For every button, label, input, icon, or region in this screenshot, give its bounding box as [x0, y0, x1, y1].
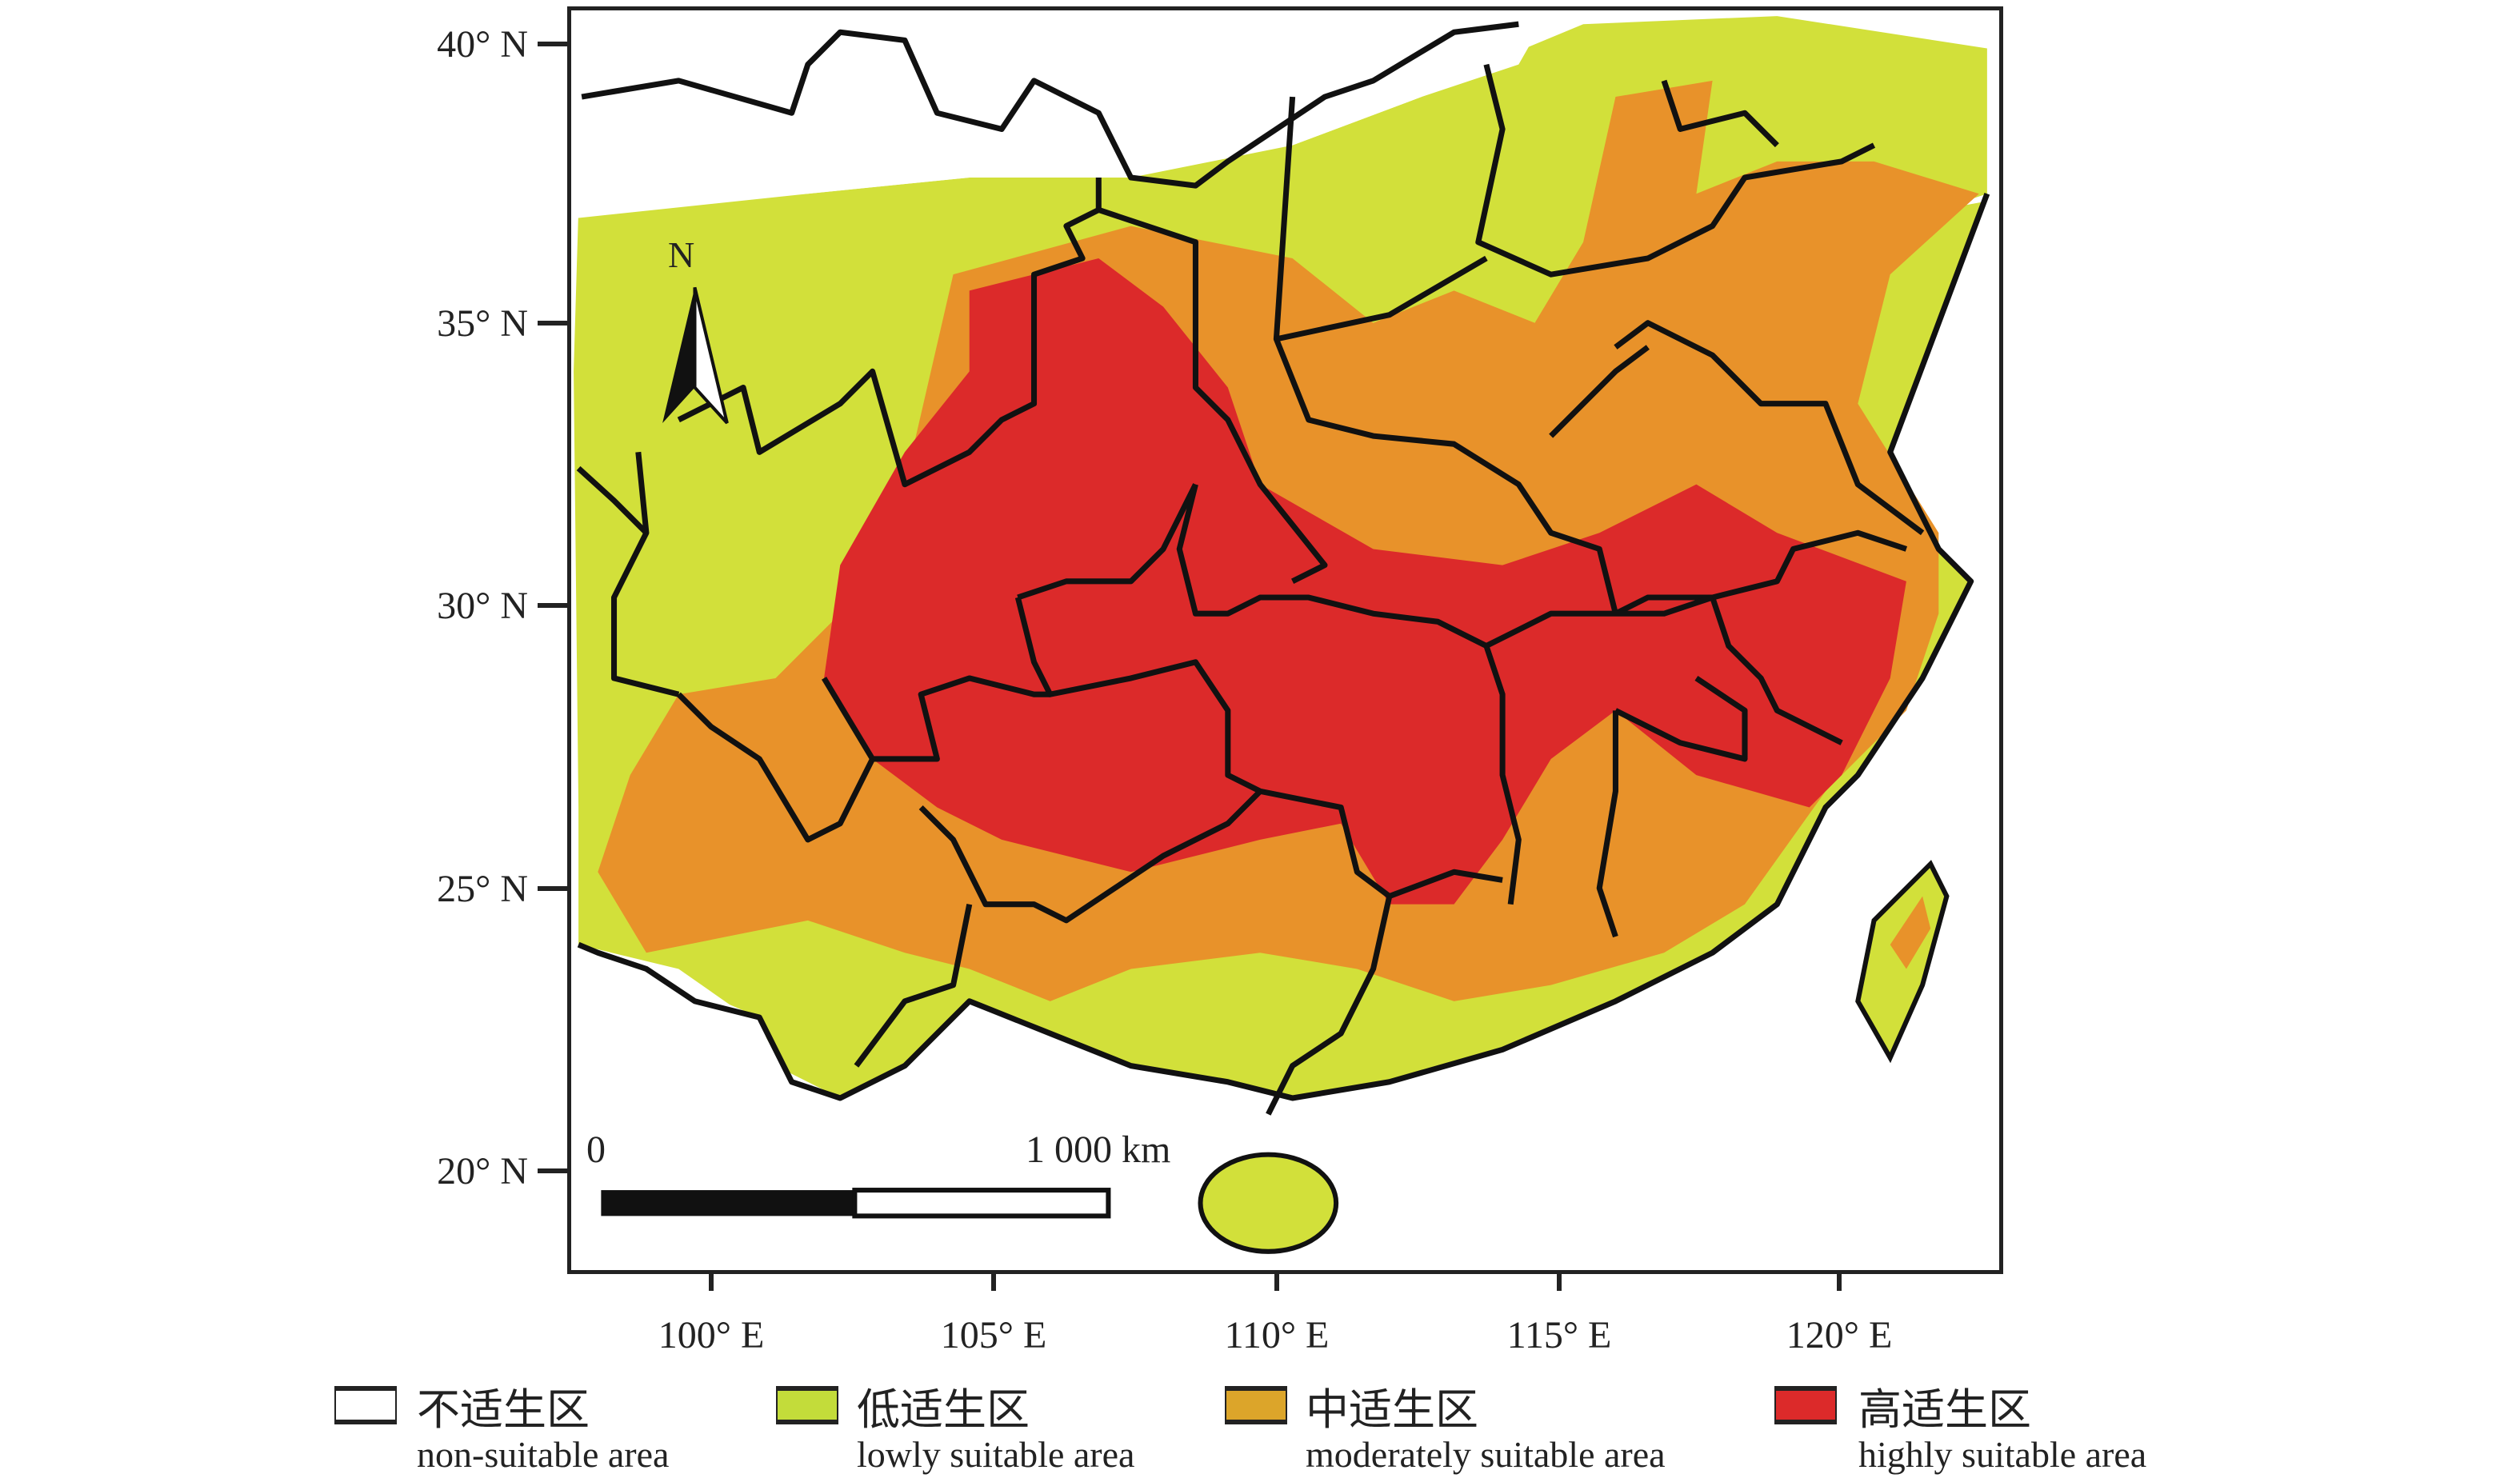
lon-label-110: 110° E: [1224, 1314, 1330, 1356]
lat-tick: [538, 42, 570, 46]
hainan-island: [1198, 1152, 1339, 1254]
non-suitable-region-sea: [570, 178, 1998, 1268]
legend-swatch-highly-suitable: [1774, 1386, 1837, 1424]
lon-label-100: 100° E: [658, 1314, 765, 1356]
legend-label-en: highly suitable area: [1858, 1434, 2147, 1475]
legend-label-cn: 高适生区: [1858, 1386, 2031, 1434]
lon-tick: [709, 1270, 714, 1291]
legend-swatch-lowly-suitable: [776, 1386, 838, 1424]
lat-label-30: 30° N: [437, 585, 528, 627]
lat-label-40: 40° N: [437, 23, 528, 66]
legend-label-cn: 低适生区: [857, 1386, 1030, 1434]
highly-suitable-region: [824, 258, 1906, 905]
lon-label-115: 115° E: [1506, 1314, 1612, 1356]
scale-bar-end-label: 1 000 km: [1026, 1128, 1171, 1171]
province-borders: [576, 21, 1990, 1116]
scale-bar: [601, 1188, 1111, 1219]
lon-label-120: 120° E: [1786, 1314, 1893, 1356]
legend-label-cn: 中适生区: [1306, 1386, 1478, 1434]
lat-tick: [538, 603, 570, 608]
legend-swatch-moderately-suitable: [1225, 1386, 1287, 1424]
legend-label-en: lowly suitable area: [857, 1434, 1135, 1475]
lon-tick: [1557, 1270, 1562, 1291]
lon-tick: [1274, 1270, 1279, 1291]
taiwan-interior: [1890, 896, 1931, 969]
legend-label-en: moderately suitable area: [1306, 1434, 1666, 1475]
legend-swatch-non-suitable: [334, 1386, 397, 1424]
lon-tick: [1837, 1270, 1842, 1291]
scale-bar-start-label: 0: [586, 1128, 606, 1171]
lat-label-25: 25° N: [437, 868, 528, 910]
lat-tick: [538, 1168, 570, 1173]
legend-label-cn: 不适生区: [417, 1386, 590, 1434]
lon-label-105: 105° E: [940, 1314, 1047, 1356]
lat-tick: [538, 886, 570, 891]
non-suitable-region-southwest: [578, 945, 800, 1102]
legend-label-en: non-suitable area: [417, 1434, 670, 1475]
lon-tick: [991, 1270, 996, 1291]
lat-label-35: 35° N: [437, 302, 528, 345]
suitability-map: [570, 8, 1998, 1268]
lat-label-20: 20° N: [437, 1150, 528, 1192]
north-arrow-label: N: [668, 234, 695, 275]
lat-tick: [538, 321, 570, 326]
